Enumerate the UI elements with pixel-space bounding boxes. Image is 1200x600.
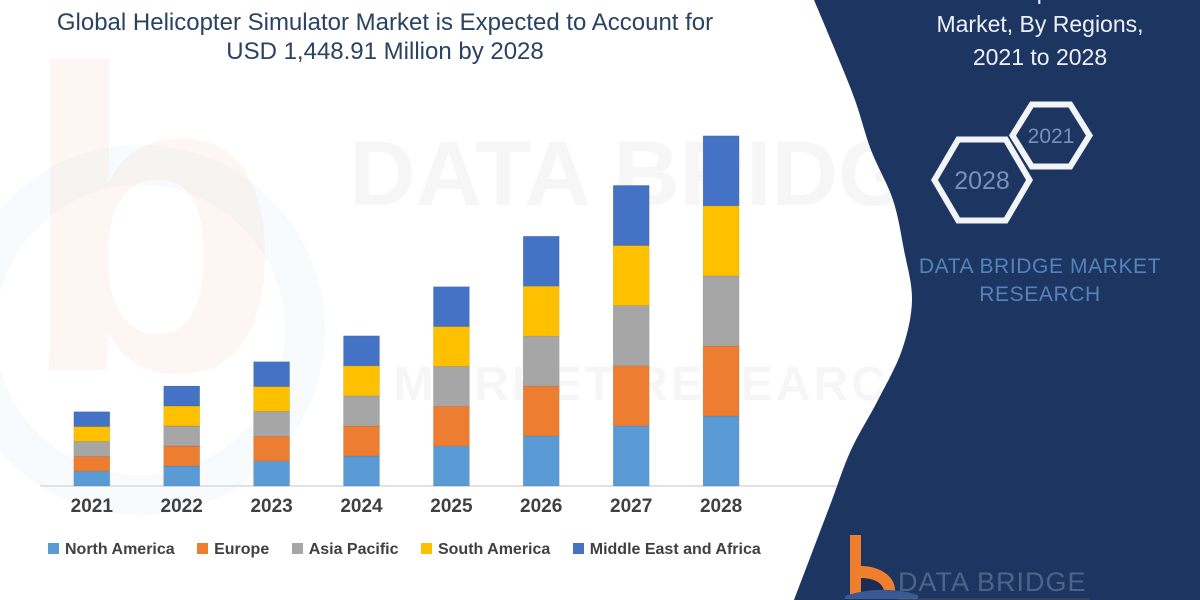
svg-text:2028: 2028 [954,167,1010,195]
svg-text:2021: 2021 [1028,125,1075,148]
svg-text:DATA BRIDGE: DATA BRIDGE [898,567,1087,597]
